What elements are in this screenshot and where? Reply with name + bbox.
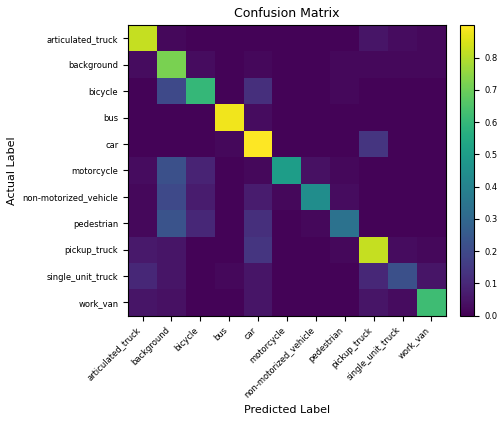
- Y-axis label: Actual Label: Actual Label: [7, 136, 17, 205]
- X-axis label: Predicted Label: Predicted Label: [244, 405, 330, 415]
- Title: Confusion Matrix: Confusion Matrix: [234, 7, 340, 20]
